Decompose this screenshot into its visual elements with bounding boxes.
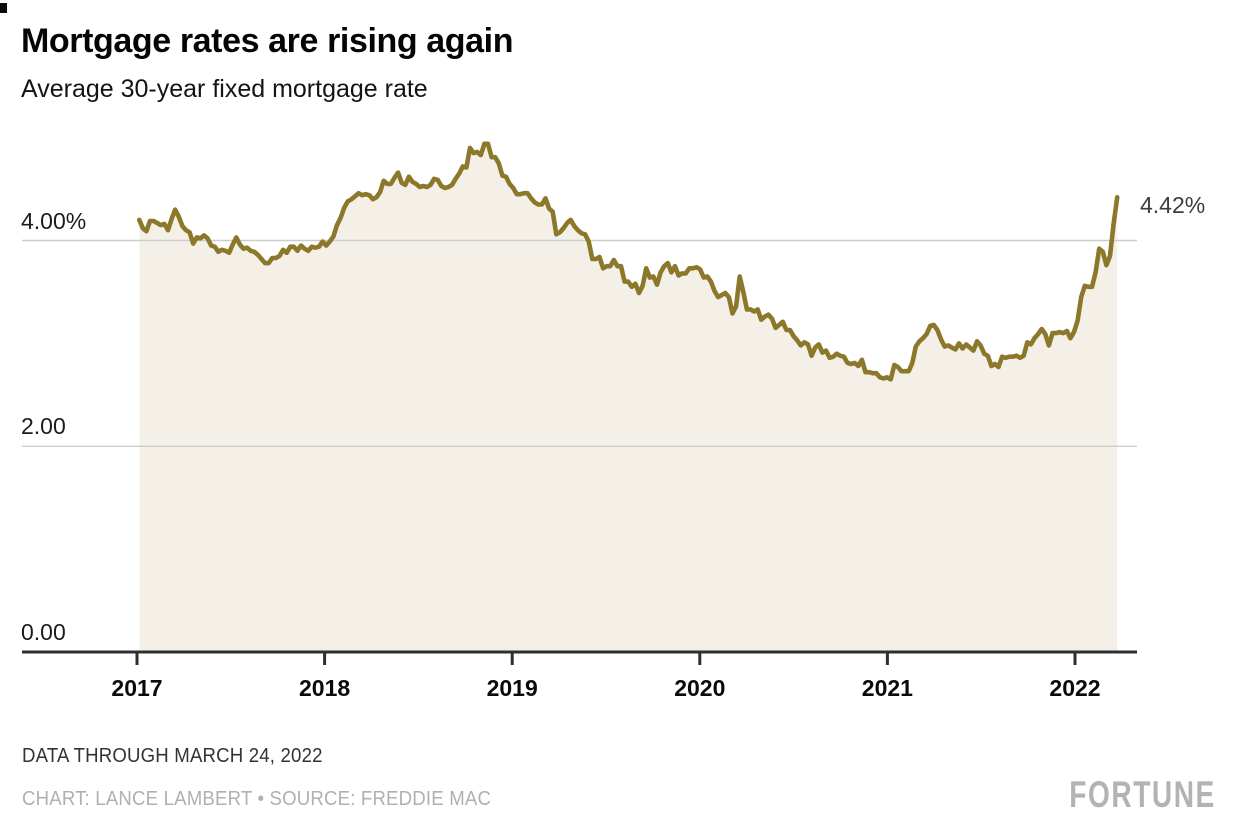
x-tick-label: 2020 bbox=[674, 675, 726, 701]
area-fill bbox=[139, 143, 1118, 653]
end-value-label: 4.42% bbox=[1140, 192, 1206, 219]
y-tick-label: 0.00 bbox=[21, 619, 66, 645]
fortune-logo: FORTUNE bbox=[1069, 774, 1216, 815]
rate-line bbox=[137, 141, 1120, 382]
y-tick-label: 4.00% bbox=[21, 207, 87, 234]
x-tick-label: 2022 bbox=[1049, 675, 1101, 701]
footer-note: DATA THROUGH MARCH 24, 2022 bbox=[22, 745, 323, 767]
x-ticks bbox=[135, 653, 1077, 665]
x-tick-label: 2019 bbox=[486, 675, 538, 701]
page-title: Mortgage rates are rising again bbox=[21, 22, 514, 60]
corner-mark bbox=[0, 3, 7, 13]
x-tick-label: 2017 bbox=[111, 675, 163, 701]
x-tick-label: 2018 bbox=[299, 675, 351, 701]
footer-credit: CHART: LANCE LAMBERT • SOURCE: FREDDIE M… bbox=[22, 788, 492, 810]
x-tick-label: 2021 bbox=[861, 675, 913, 701]
y-tick-label: 2.00 bbox=[21, 413, 66, 440]
page-subtitle: Average 30-year fixed mortgage rate bbox=[21, 75, 428, 103]
